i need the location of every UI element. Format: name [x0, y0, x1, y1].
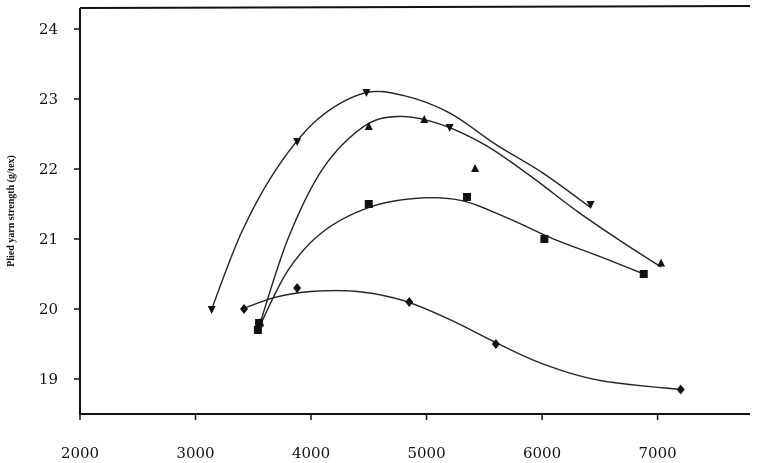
data-point-square	[253, 326, 262, 334]
data-points	[207, 89, 685, 395]
data-point-triangle-down	[362, 89, 371, 97]
frame-top-line	[79, 5, 751, 9]
trend-curve-square	[257, 196, 644, 331]
data-point-square	[364, 200, 373, 208]
data-point-square	[639, 270, 648, 278]
axis-lines	[79, 8, 750, 415]
y-tick-label: 23	[39, 90, 58, 108]
trend-curve-diamond	[241, 289, 681, 391]
data-point-triangle-up	[471, 164, 480, 172]
data-point-triangle-up	[657, 258, 666, 267]
trend-curves	[211, 90, 681, 391]
trend-curve-triangle-down	[211, 90, 592, 310]
x-tick-label: 3000	[176, 444, 214, 462]
x-tick-label: 5000	[407, 444, 445, 462]
y-tick-label: 24	[39, 20, 58, 38]
data-point-diamond	[240, 304, 249, 314]
data-point-diamond	[405, 297, 414, 307]
data-point-diamond	[293, 283, 302, 293]
data-point-square	[462, 193, 471, 201]
y-axis-label: Plied yarn strength (g/tex)	[6, 155, 17, 267]
data-point-triangle-down	[293, 138, 302, 146]
tick-labels: 19 20 21 22 23 24 2000 3000 4000 5000 6000 7000	[39, 20, 677, 462]
trend-curve-triangle-up	[258, 115, 662, 327]
x-tick-label: 2000	[61, 444, 99, 462]
data-point-triangle-down	[445, 124, 454, 132]
y-tick-label: 22	[39, 160, 58, 178]
axes	[74, 5, 751, 420]
data-point-triangle-down	[207, 306, 216, 314]
x-tick-label: 6000	[523, 444, 561, 462]
x-tick-label: 4000	[292, 444, 330, 462]
data-point-triangle-up	[256, 318, 265, 326]
y-tick-label: 20	[39, 300, 58, 318]
data-point-triangle-up	[420, 115, 429, 123]
data-point-diamond	[676, 384, 685, 395]
data-point-square	[540, 235, 549, 243]
x-tick-label: 7000	[638, 444, 676, 462]
data-point-triangle-up	[364, 122, 373, 130]
y-tick-label: 19	[39, 370, 58, 388]
data-point-triangle-down	[586, 201, 595, 209]
data-point-diamond	[491, 339, 500, 349]
y-tick-label: 21	[39, 230, 58, 248]
